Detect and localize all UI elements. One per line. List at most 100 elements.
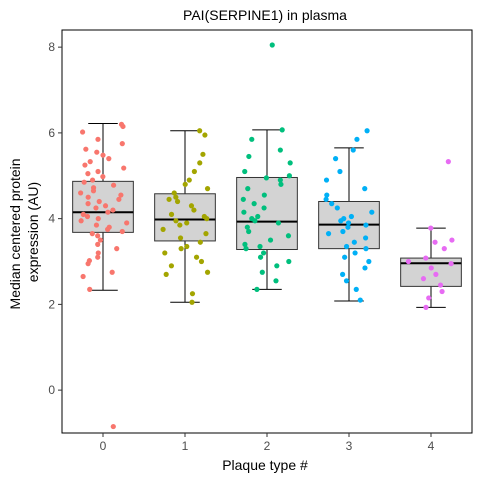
data-point [197, 160, 203, 166]
data-point [286, 258, 292, 265]
data-point [173, 194, 179, 200]
data-point [85, 201, 91, 207]
data-point [177, 235, 184, 241]
data-point [95, 216, 101, 222]
data-point [261, 192, 267, 198]
data-point [163, 271, 169, 277]
data-point [85, 261, 91, 267]
data-point [432, 239, 438, 245]
data-point [191, 168, 197, 175]
data-point [337, 168, 343, 175]
data-point [263, 175, 269, 181]
data-point [80, 273, 86, 280]
data-point [340, 228, 346, 235]
data-point [343, 243, 350, 250]
x-tick-label: 3 [346, 439, 353, 453]
data-point [95, 233, 101, 239]
data-point [338, 218, 344, 224]
data-point [177, 222, 183, 228]
data-point [241, 209, 247, 215]
data-point [249, 136, 255, 142]
points-3 [323, 128, 375, 303]
data-point [405, 258, 412, 265]
data-point [95, 250, 101, 256]
data-point [171, 190, 177, 196]
data-point [189, 291, 196, 297]
data-point [78, 218, 84, 224]
data-point [364, 128, 370, 134]
data-point [119, 228, 125, 235]
data-point [100, 174, 106, 180]
data-point [193, 254, 200, 260]
data-point [352, 250, 358, 256]
data-point [182, 181, 188, 187]
data-point [357, 297, 363, 303]
data-point [198, 258, 205, 265]
points-4 [405, 159, 455, 310]
data-point [94, 149, 100, 155]
data-point [89, 231, 95, 237]
data-point [257, 243, 263, 250]
data-point [362, 186, 368, 192]
data-point [267, 237, 274, 243]
data-point [160, 226, 166, 232]
data-point [445, 159, 451, 165]
y-axis-title-line-1: Median centered protein [7, 158, 23, 309]
data-point [110, 423, 116, 430]
data-point [204, 186, 211, 192]
x-tick-label: 4 [428, 439, 435, 453]
data-point [426, 295, 432, 301]
data-point [362, 265, 368, 271]
data-point [423, 255, 429, 261]
data-point [244, 224, 250, 230]
data-point [366, 258, 372, 265]
data-point [188, 203, 195, 209]
plot-area [72, 42, 462, 430]
axes: 0 2 4 6 8 0 1 2 3 4 [48, 40, 434, 453]
data-point [118, 192, 124, 198]
data-point [332, 156, 339, 162]
box-group-0 [72, 122, 134, 291]
data-point [102, 203, 109, 209]
data-point [428, 265, 434, 271]
data-point [345, 220, 352, 226]
y-tick-label: 8 [48, 40, 55, 54]
data-point [173, 218, 179, 224]
data-point [286, 173, 293, 179]
data-point [95, 241, 101, 247]
data-point [449, 237, 455, 243]
data-point [285, 233, 292, 239]
data-point [259, 269, 265, 275]
y-tick-label: 2 [48, 297, 55, 311]
data-point [81, 179, 87, 185]
data-point [334, 205, 340, 211]
data-point [95, 168, 101, 175]
data-point [93, 222, 100, 228]
data-point [323, 196, 329, 202]
data-point [186, 177, 192, 183]
data-point [79, 129, 86, 135]
data-point [251, 201, 257, 207]
data-point [82, 162, 88, 168]
data-point [203, 231, 209, 237]
data-point [277, 147, 283, 153]
data-point [343, 278, 350, 284]
data-point [97, 237, 104, 243]
points-1 [160, 128, 211, 305]
data-point [261, 205, 267, 211]
data-point [109, 269, 115, 275]
data-point [166, 196, 172, 202]
x-tick-label: 2 [264, 439, 271, 453]
data-point [287, 160, 293, 166]
data-point [246, 153, 252, 160]
data-point [204, 269, 211, 275]
data-point [95, 254, 101, 260]
data-point [184, 220, 190, 226]
data-point [85, 194, 91, 200]
data-point [197, 239, 203, 245]
data-point [114, 246, 120, 252]
data-point [120, 123, 126, 130]
x-tick-label: 1 [182, 439, 189, 453]
data-point [168, 263, 175, 269]
